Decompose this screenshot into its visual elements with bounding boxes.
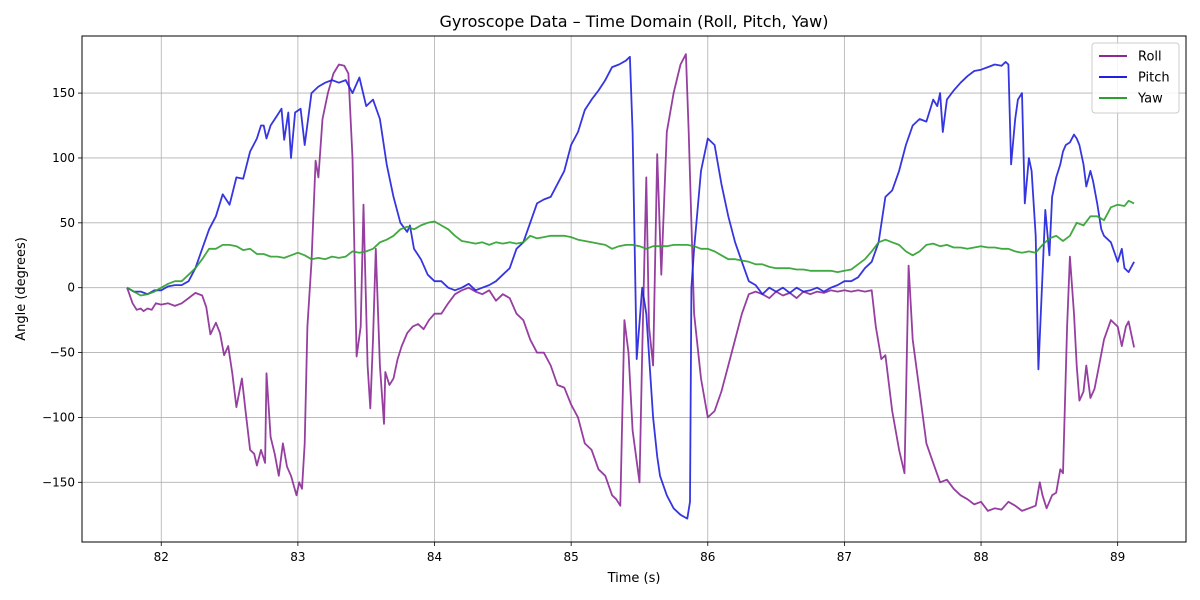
- x-tick-label: 89: [1110, 550, 1125, 564]
- y-tick-label: 0: [67, 281, 75, 295]
- x-axis-label: Time (s): [607, 571, 661, 586]
- grid: [82, 36, 1186, 542]
- x-tick-label: 87: [837, 550, 852, 564]
- series-lines: [126, 53, 1135, 520]
- y-tick-label: −100: [42, 410, 75, 424]
- y-tick-label: 100: [52, 151, 75, 165]
- series-line-yaw: [126, 199, 1135, 297]
- legend-label-yaw: Yaw: [1137, 92, 1163, 107]
- legend-box: [1091, 42, 1180, 114]
- x-tick-label: 86: [700, 550, 715, 564]
- y-axis-label: Angle (degrees): [14, 237, 29, 341]
- plot-frame: [81, 35, 1187, 543]
- y-tick-label: −150: [42, 475, 75, 489]
- y-tick-label: 150: [52, 86, 75, 100]
- series-line-pitch: [126, 55, 1135, 520]
- x-tick-label: 85: [564, 550, 579, 564]
- x-tick-label: 84: [427, 550, 442, 564]
- axis-ticks: 82 83 84 85 86 87 88 89 −150 −100 −50 0 50 100 150: [42, 86, 1125, 564]
- legend-label-roll: Roll: [1138, 50, 1162, 65]
- series-line-roll: [126, 53, 1135, 512]
- x-tick-label: 83: [290, 550, 305, 564]
- legend: Roll Pitch Yaw: [1091, 42, 1180, 114]
- y-tick-label: −50: [50, 346, 75, 360]
- x-tick-label: 88: [973, 550, 988, 564]
- chart-title: Gyroscope Data – Time Domain (Roll, Pitc…: [440, 12, 829, 31]
- x-tick-label: 82: [154, 550, 169, 564]
- y-tick-label: 50: [60, 216, 75, 230]
- legend-label-pitch: Pitch: [1138, 71, 1170, 86]
